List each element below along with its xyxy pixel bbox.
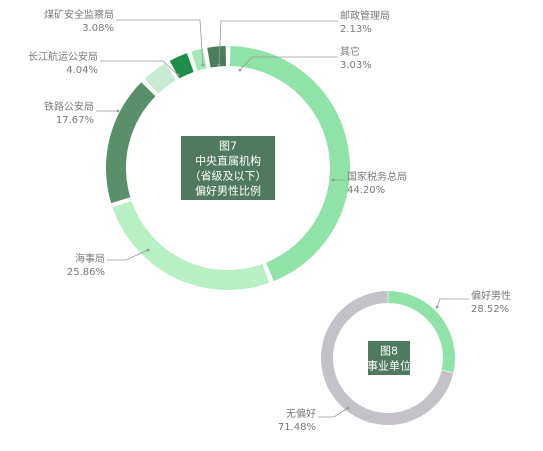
- fig7-leader-dot: [176, 73, 180, 77]
- fig8-leader-line: [436, 298, 469, 308]
- fig7-slice-4: [144, 63, 176, 94]
- fig7-slice-value: 25.86%: [67, 267, 105, 278]
- fig8-slice-value: 28.52%: [471, 304, 509, 315]
- fig7-slice-label: 邮政管理局: [340, 9, 390, 22]
- fig8-title-line: 事业单位: [367, 359, 411, 373]
- fig7-leader-dot: [201, 63, 205, 67]
- fig7-slice-6: [191, 48, 207, 71]
- fig7-slice-value: 44.20%: [347, 185, 385, 196]
- fig7-title-line: 偏好男性比例: [195, 184, 261, 198]
- fig7-title-line: （省级及以下）: [190, 170, 267, 183]
- fig7-slice-value: 3.03%: [340, 60, 372, 71]
- fig7-slice-value: 2.13%: [340, 24, 372, 35]
- fig7-slice-5: [169, 53, 194, 79]
- fig7-slice-label: 铁路公安局: [44, 100, 94, 113]
- fig7-slice-value: 4.04%: [66, 65, 98, 76]
- fig7-slice-label: 煤矿安全监察局: [44, 8, 114, 21]
- fig7-leader-line: [100, 60, 179, 76]
- fig7-leader-line: [239, 56, 338, 71]
- fig7-slice-label: 国家税务总局: [347, 170, 407, 183]
- fig7-slice-label: 长江航运公安局: [28, 50, 98, 63]
- fig8-slice-value: 71.48%: [278, 422, 316, 433]
- fig7-leader-dot: [238, 68, 242, 72]
- fig7-slice-label: 海事局: [75, 252, 105, 265]
- fig7-slice-3: [106, 82, 156, 204]
- fig7-leader-dot: [146, 248, 150, 252]
- fig7-slice-label: 其它: [340, 45, 360, 58]
- fig7-title-box: [181, 136, 275, 200]
- fig8-slice-1: [388, 291, 455, 373]
- fig7-leader-dot: [217, 63, 221, 67]
- fig8-leader-dot: [346, 406, 350, 410]
- fig8-slice-label: 偏好男性: [471, 289, 511, 302]
- fig7-title-line: 图7: [219, 140, 237, 153]
- fig7-slice-7: [207, 46, 227, 68]
- fig7-slice-value: 3.08%: [82, 23, 114, 34]
- fig7-slice-2: [112, 201, 270, 290]
- fig8-leader-line: [318, 407, 349, 418]
- fig7-leader-line: [107, 249, 149, 261]
- fig7-slice-value: 17.67%: [56, 115, 94, 126]
- fig8-title-line: 图8: [380, 345, 398, 358]
- fig8-title-box: [368, 341, 410, 375]
- fig8-leader-dot: [435, 305, 439, 309]
- fig7-leader-dot: [116, 109, 120, 113]
- fig8-slice-label: 无偏好: [286, 407, 316, 420]
- fig7-leader-line: [116, 19, 204, 66]
- fig7-slice-1: [229, 46, 350, 282]
- fig7-leader-line: [218, 20, 338, 66]
- fig7-title-line: 中央直属机构: [195, 154, 261, 168]
- fig7-leader-dot: [331, 178, 335, 182]
